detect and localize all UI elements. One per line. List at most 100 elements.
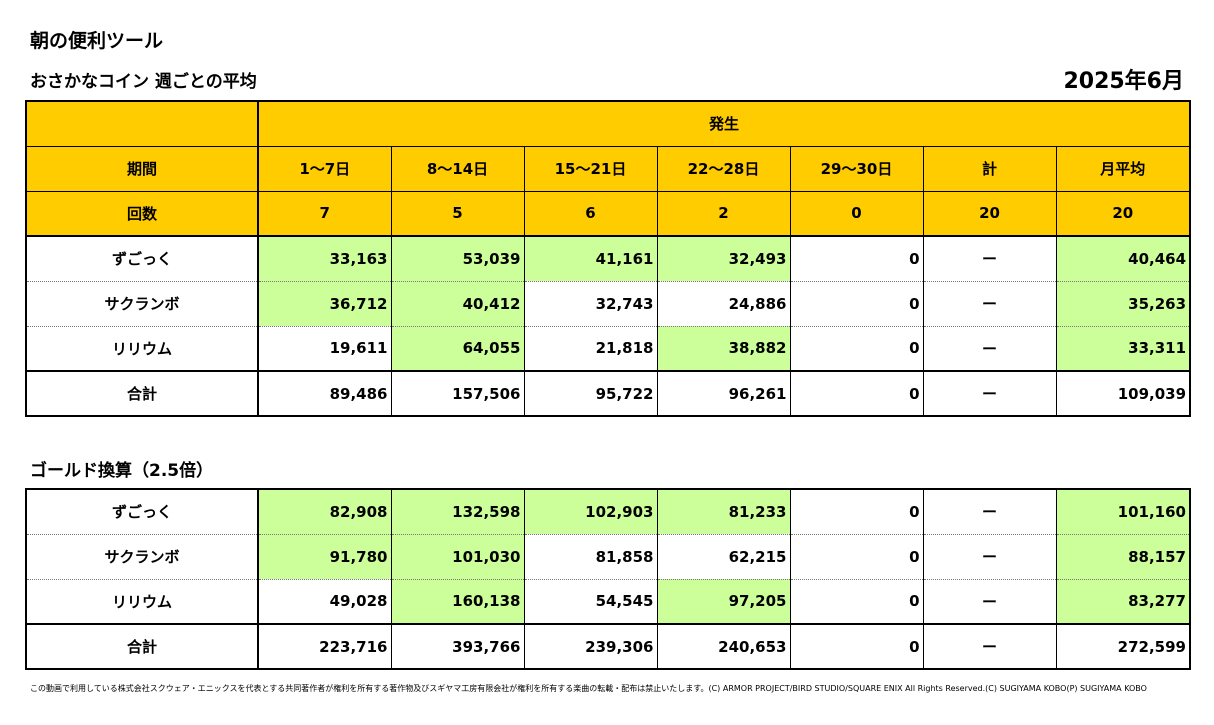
count-cell: 20 [1055,191,1192,237]
total-label: 合計 [25,623,259,670]
total-cell: 393,766 [390,623,525,670]
total-cell: 89,486 [257,370,392,417]
value-cell: 0 [789,534,924,580]
value-cell: 81,858 [523,534,658,580]
value-cell: 40,464 [1055,235,1192,282]
header-row-count: 回数 7 5 6 2 0 20 20 [25,191,1192,237]
value-cell: 88,157 [1055,534,1191,580]
total-row: 合計 89,486 157,506 95,722 96,261 0 ー 109,039 [25,370,1192,417]
value-cell: 91,780 [257,534,392,580]
value-cell: 32,493 [656,235,791,282]
count-cell: 20 [922,191,1057,237]
value-cell: 62,215 [656,534,791,580]
table-row: サクランボ 91,780 101,030 81,858 62,215 0 ー 88,157 [25,534,1191,580]
value-cell: 81,233 [656,488,791,535]
table-row: ずごっく 33,163 53,039 41,161 32,493 0 ー 40,464 [25,235,1192,282]
row-label: サクランボ [25,281,259,327]
value-cell: 132,598 [390,488,525,535]
value-cell: 54,545 [523,579,658,625]
value-cell: ー [922,326,1057,372]
coin-section-title: おさかなコイン 週ごとの平均 [30,72,257,92]
month-label: 2025年6月 [1063,69,1184,94]
total-cell: 0 [789,623,924,670]
value-cell: 83,277 [1055,579,1191,625]
value-cell: 0 [789,326,924,372]
count-cell: 0 [789,191,924,237]
period-cell: 月平均 [1055,146,1192,192]
value-cell: 53,039 [390,235,525,282]
table-row: ずごっく 82,908 132,598 102,903 81,233 0 ー 101,160 [25,488,1191,535]
period-cell: 22〜28日 [656,146,791,192]
total-cell: 96,261 [656,370,791,417]
value-cell: 24,886 [656,281,791,327]
value-cell: ー [922,579,1057,625]
occurrence-header: 発生 [257,100,1192,147]
row-label: ずごっく [25,488,259,535]
value-cell: 160,138 [390,579,525,625]
value-cell: 35,263 [1055,281,1192,327]
value-cell: 41,161 [523,235,658,282]
value-cell: 101,030 [390,534,525,580]
total-row: 合計 223,716 393,766 239,306 240,653 0 ー 272,599 [25,623,1191,670]
value-cell: 19,611 [257,326,392,372]
period-cell: 15〜21日 [523,146,658,192]
value-cell: ー [922,281,1057,327]
count-label: 回数 [25,191,259,237]
total-cell: ー [922,370,1057,417]
header-corner-cell [25,100,259,147]
value-cell: 64,055 [390,326,525,372]
table-row: サクランボ 36,712 40,412 32,743 24,886 0 ー 35,263 [25,281,1192,327]
row-label: ずごっく [25,235,259,282]
table-row: リリウム 49,028 160,138 54,545 97,205 0 ー 83,277 [25,579,1191,625]
header-row-occurrence: 発生 [25,100,1192,147]
total-cell: 272,599 [1055,623,1191,670]
count-cell: 7 [257,191,392,237]
total-cell: 240,653 [656,623,791,670]
value-cell: ー [922,235,1057,282]
total-label: 合計 [25,370,259,417]
value-cell: 0 [789,488,924,535]
coin-table: 発生 期間 1〜7日 8〜14日 15〜21日 22〜28日 29〜30日 計 … [25,100,1192,417]
value-cell: 21,818 [523,326,658,372]
value-cell: 0 [789,235,924,282]
value-cell: 40,412 [390,281,525,327]
value-cell: ー [922,488,1057,535]
value-cell: 36,712 [257,281,392,327]
total-cell: ー [922,623,1057,670]
period-cell: 8〜14日 [390,146,525,192]
total-cell: 157,506 [390,370,525,417]
period-cell: 計 [922,146,1057,192]
value-cell: 0 [789,281,924,327]
value-cell: 82,908 [257,488,392,535]
header-row-period: 期間 1〜7日 8〜14日 15〜21日 22〜28日 29〜30日 計 月平均 [25,146,1192,192]
period-label: 期間 [25,146,259,192]
count-cell: 5 [390,191,525,237]
value-cell: 33,311 [1055,326,1192,372]
count-cell: 2 [656,191,791,237]
value-cell: 102,903 [523,488,658,535]
total-cell: 239,306 [523,623,658,670]
value-cell: 33,163 [257,235,392,282]
value-cell: 97,205 [656,579,791,625]
value-cell: 38,882 [656,326,791,372]
table-row: リリウム 19,611 64,055 21,818 38,882 0 ー 33,311 [25,326,1192,372]
gold-section-title: ゴールド換算（2.5倍） [30,461,214,481]
copyright-footer: この動画で利用している株式会社スクウェア・エニックスを代表とする共同著作者が権利… [30,684,1147,693]
value-cell: 101,160 [1055,488,1191,535]
period-cell: 29〜30日 [789,146,924,192]
gold-table: ずごっく 82,908 132,598 102,903 81,233 0 ー 101,160 サ… [25,488,1191,670]
row-label: サクランボ [25,534,259,580]
value-cell: 32,743 [523,281,658,327]
total-cell: 95,722 [523,370,658,417]
value-cell: ー [922,534,1057,580]
app-title: 朝の便利ツール [30,30,164,52]
total-cell: 0 [789,370,924,417]
value-cell: 49,028 [257,579,392,625]
row-label: リリウム [25,326,259,372]
total-cell: 109,039 [1055,370,1192,417]
period-cell: 1〜7日 [257,146,392,192]
value-cell: 0 [789,579,924,625]
total-cell: 223,716 [257,623,392,670]
count-cell: 6 [523,191,658,237]
row-label: リリウム [25,579,259,625]
